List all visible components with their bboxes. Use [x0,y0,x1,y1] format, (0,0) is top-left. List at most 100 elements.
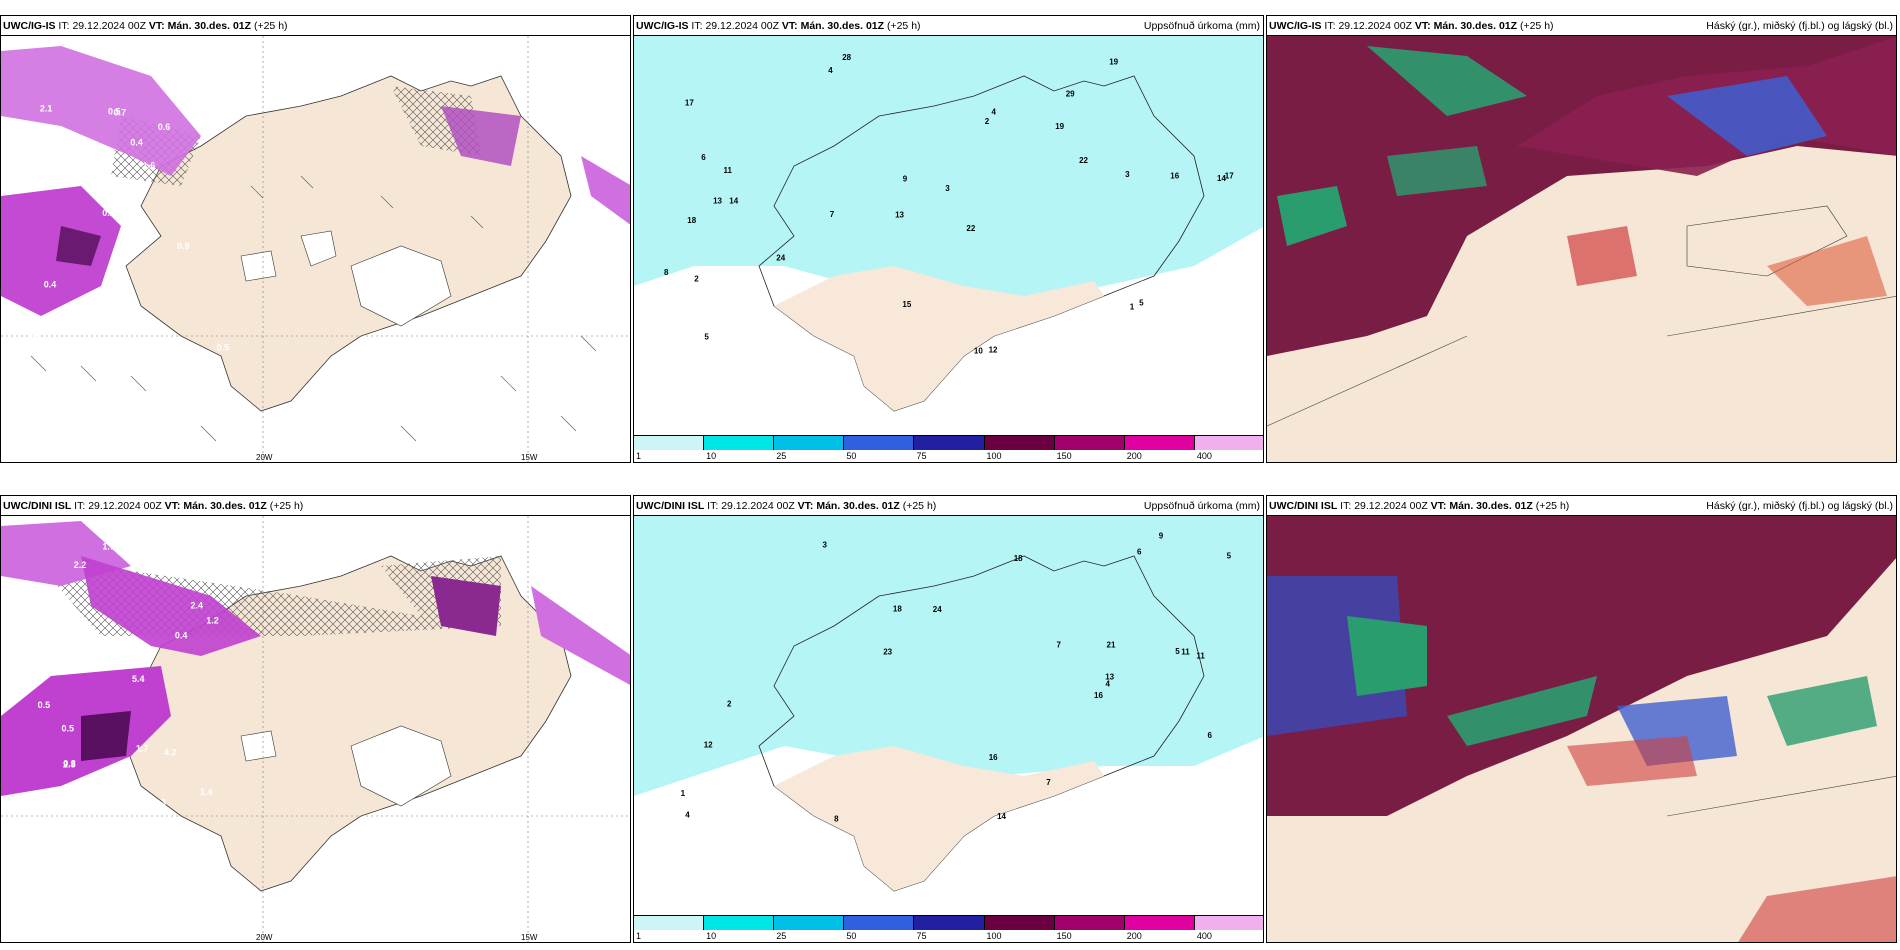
panel-header: UWC/IG-IS IT: 29.12.2024 00Z VT: Mán. 30… [1267,16,1896,36]
value-label: 2.2 [74,560,87,570]
value-label: 0.6 [158,122,171,132]
lon-label: 15W [521,933,538,942]
legend-label: 400 [1196,931,1212,941]
value-label: 2 [727,699,732,708]
lon-labels: 20W 15W [256,453,538,462]
value-label: 1.2 [119,548,132,558]
value-label: 16 [1094,691,1103,700]
value-label: 4.2 [164,747,177,757]
lon-label: 20W [256,453,273,462]
value-label: 0.5 [217,342,230,352]
value-label: 1.7 [136,743,149,753]
legend-label: 200 [1126,931,1142,941]
value-label: 1.7 [102,542,115,552]
value-label: 6 [701,153,706,162]
value-label: 0.5 [62,724,75,734]
lon-labels: 20W 15W [256,933,538,942]
precip-title: Uppsöfnuð úrkoma (mm) [1143,500,1260,512]
value-label: 0.5 [182,547,195,557]
legend-swatch [634,436,705,450]
panel-header: UWC/IG-IS IT: 29.12.2024 00Z VT: Mán. 30… [1,16,630,36]
value-label: 2.9 [111,837,124,847]
value-label: 0.2 [102,208,115,218]
value-label: 19 [1055,122,1064,131]
panel-snow-row1: UWC/IG-IS IT: 29.12.2024 00Z VT: Mán. 30… [0,15,631,463]
legend-label: 150 [1056,451,1072,461]
value-label: 0.5 [38,700,51,710]
snow-map: 20W 15W 0.5 0.5 2.2 2.4 1.7 0.8 0.5 0.3 1.2 0.4 0.… [1,516,630,942]
value-label: 21 [1107,640,1116,649]
iceland-land [125,75,572,412]
legend-label: 150 [1056,931,1072,941]
legend-swatch [1194,916,1263,930]
value-label: 16 [989,753,998,762]
legend-swatch [634,916,705,930]
value-label: 2 [985,117,990,126]
legend-label: 75 [916,931,927,941]
value-label: 4 [685,811,690,820]
value-label: 10 [974,347,983,356]
value-label: 12 [989,346,998,355]
snow-values: 0.5 0.5 2.2 2.4 1.7 0.8 0.5 0.3 1.2 0.4 0.5 1.3 4.2 5… [23,532,219,847]
value-label: 0.4 [175,630,188,640]
legend-label: 1 [636,931,642,941]
value-label: 5.4 [132,674,145,684]
panel-header: UWC/DINI ISL IT: 29.12.2024 00Z VT: Mán.… [634,496,1263,516]
legend-label: 50 [846,931,857,941]
value-label: 1.4 [200,787,213,797]
value-label: 7 [830,210,835,219]
panel-snow-row2: UWC/DINI ISL IT: 29.12.2024 00Z VT: Mán.… [0,495,631,943]
value-label: 9 [1159,531,1164,540]
legend-swatch [1124,916,1195,930]
value-label: 0.5 [49,795,62,805]
value-label: 2.8 [63,759,76,769]
legend-swatch [774,436,845,450]
value-label: 1.6 [63,315,76,325]
value-label: 13 [713,197,722,206]
value-label: 18 [1014,554,1023,563]
value-label: 0.7 [114,108,127,118]
value-label: 1.9 [28,328,41,338]
legend-swatch [704,916,775,930]
value-label: 7 [1046,778,1051,787]
cloud-title: Háský (gr.), miðský (fj.bl.) og lágský (… [1706,20,1893,32]
value-label: 1 [681,789,686,798]
value-label: 2.1 [40,104,53,114]
panel-header: UWC/DINI ISL IT: 29.12.2024 00Z VT: Mán.… [1267,496,1896,516]
precip-legend: 1 10 25 50 75 100 150 200 400 [634,915,1263,942]
value-label: 24 [776,254,785,263]
value-label: 2.0 [87,144,100,154]
value-label: 0.8 [68,661,81,671]
value-label: 8 [834,815,839,824]
value-label: 2.4 [191,601,204,611]
value-label: 28 [842,53,851,62]
value-label: 0.3 [37,174,50,184]
legend-label: 10 [706,931,717,941]
legend-swatch [1054,916,1125,930]
value-label: 18 [687,216,696,225]
cloud-map [1267,36,1896,462]
value-label: 17 [1225,171,1234,180]
value-label: 13 [1105,673,1114,682]
legend-label: 400 [1196,451,1212,461]
legend-swatch [914,436,985,450]
value-label: 12 [704,741,713,750]
value-label: 3 [945,184,950,193]
value-label: 0.9 [177,241,190,251]
value-label: 0.3 [153,798,166,808]
value-label: 6 [1208,731,1213,740]
value-label: 3 [1125,170,1130,179]
value-label: 3.3 [23,677,36,687]
value-label: 15 [902,300,911,309]
panel-precip-row1: UWC/IG-IS IT: 29.12.2024 00Z VT: Mán. 30… [633,15,1264,463]
value-label: 22 [1079,156,1088,165]
legend-label: 1 [636,451,642,461]
value-label: 5 [1227,552,1232,561]
lon-label: 15W [521,453,538,462]
value-label: 18 [893,605,902,614]
value-label: 4 [1106,680,1111,689]
legend-swatch [774,916,845,930]
value-label: 5 [1175,647,1180,656]
